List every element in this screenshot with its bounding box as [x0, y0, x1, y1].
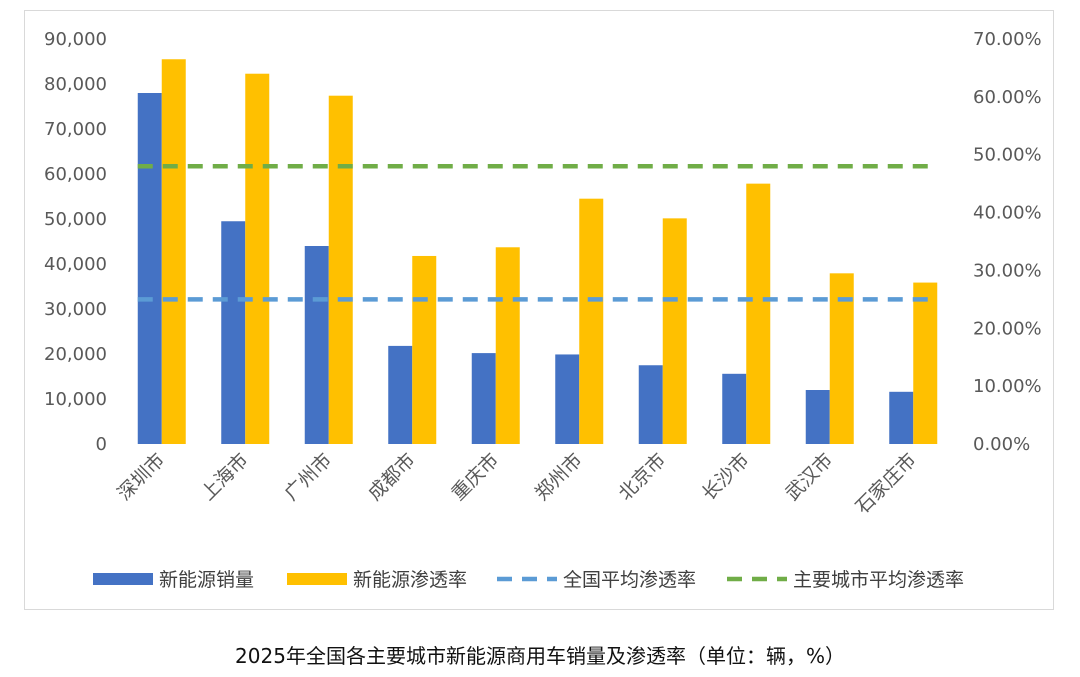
- right-axis-tick-label: 70.00%: [973, 29, 1042, 50]
- left-axis-tick-label: 10,000: [44, 389, 107, 410]
- category-label: 武汉市: [781, 449, 837, 505]
- legend-swatch: [93, 573, 153, 585]
- category-label: 北京市: [614, 449, 670, 505]
- sales-bar: [388, 345, 413, 444]
- left-axis-tick-label: 50,000: [44, 209, 107, 230]
- category-label: 石家庄市: [851, 449, 920, 518]
- penetration-bar: [829, 273, 854, 444]
- sales-bar: [304, 246, 329, 444]
- left-axis-tick-label: 80,000: [44, 74, 107, 95]
- right-axis-tick-label: 60.00%: [973, 87, 1042, 108]
- right-axis-tick-label: 10.00%: [973, 376, 1042, 397]
- penetration-bar: [161, 59, 186, 444]
- category-labels-group: 深圳市 上海市 广州市 成都市 重庆市 郑州市 北京市 长沙市 武汉市 石家庄市: [113, 449, 920, 518]
- penetration-bar: [245, 73, 270, 444]
- right-axis-ticks: 0.00% 10.00% 20.00% 30.00% 40.00% 50.00% 60.00…: [973, 29, 1042, 455]
- legend-swatch: [287, 573, 347, 585]
- sales-bar: [137, 93, 162, 444]
- left-axis-ticks: 0 10,000 20,000 30,000 40,000 50,000 60,000 70,…: [44, 29, 107, 455]
- category-label: 重庆市: [447, 449, 503, 505]
- legend: 新能源销量 新能源渗透率 全国平均渗透率 主要城市平均渗透率: [93, 569, 964, 591]
- sales-bar: [889, 391, 914, 444]
- penetration-bar: [495, 247, 520, 444]
- sales-bar: [638, 365, 663, 444]
- right-axis-tick-label: 50.00%: [973, 145, 1042, 166]
- penetration-bar: [662, 218, 687, 444]
- category-label: 广州市: [280, 449, 336, 505]
- category-label: 成都市: [364, 449, 420, 505]
- average-lines-group: [137, 164, 938, 302]
- right-axis-tick-label: 20.00%: [973, 318, 1042, 339]
- legend-label: 新能源渗透率: [353, 569, 467, 591]
- right-axis-tick-label: 0.00%: [973, 434, 1030, 455]
- left-axis-tick-label: 90,000: [44, 29, 107, 50]
- left-axis-tick-label: 0: [96, 434, 107, 455]
- chart-frame: 0 10,000 20,000 30,000 40,000 50,000 60,000 70,…: [24, 10, 1054, 610]
- category-label: 郑州市: [531, 449, 587, 505]
- penetration-bar: [328, 95, 353, 444]
- left-axis-tick-label: 30,000: [44, 299, 107, 320]
- legend-label: 新能源销量: [159, 569, 254, 591]
- sales-bar: [555, 354, 580, 444]
- legend-label: 全国平均渗透率: [563, 569, 696, 591]
- left-axis-tick-label: 60,000: [44, 164, 107, 185]
- penetration-bar: [913, 282, 938, 444]
- bars-group: [137, 59, 938, 444]
- penetration-bar: [412, 255, 437, 444]
- category-label: 深圳市: [113, 449, 169, 505]
- category-label: 长沙市: [698, 449, 754, 505]
- penetration-bar: [579, 198, 604, 444]
- sales-bar: [805, 390, 830, 444]
- chart-svg: 0 10,000 20,000 30,000 40,000 50,000 60,000 70,…: [44, 29, 1042, 591]
- legend-label: 主要城市平均渗透率: [793, 569, 964, 591]
- penetration-bar: [746, 183, 771, 444]
- chart-caption: 2025年全国各主要城市新能源商用车销量及渗透率（单位：辆，%）: [235, 644, 845, 668]
- right-axis-tick-label: 40.00%: [973, 203, 1042, 224]
- left-axis-tick-label: 20,000: [44, 344, 107, 365]
- sales-bar: [722, 373, 747, 444]
- right-axis-tick-label: 30.00%: [973, 260, 1042, 281]
- left-axis-tick-label: 40,000: [44, 254, 107, 275]
- sales-bar: [471, 353, 496, 444]
- sales-bar: [221, 221, 246, 444]
- left-axis-tick-label: 70,000: [44, 119, 107, 140]
- category-label: 上海市: [197, 449, 253, 505]
